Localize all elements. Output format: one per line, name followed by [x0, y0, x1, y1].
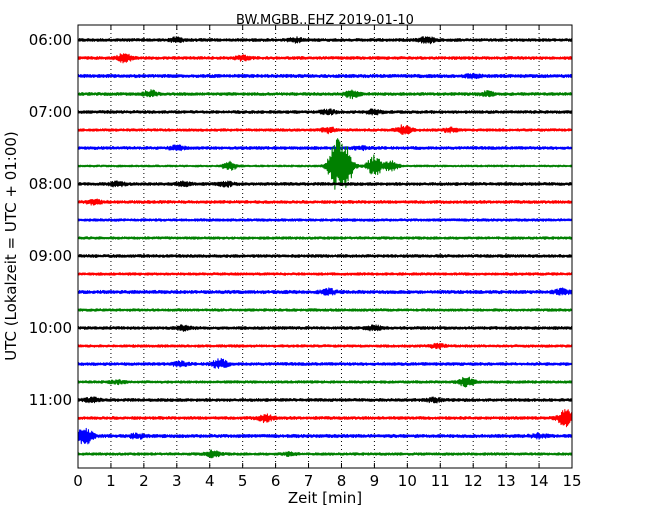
tick-layer: 0 1 2 3 4 5 6 7 8 9 10 11 12 13 14 1506:0007:0008:0009:…: [29, 25, 582, 490]
trace-1015: [77, 342, 573, 350]
y-tick-label-1000: 10:00: [29, 319, 72, 337]
y-axis-label: UTC (Lokalzeit = UTC + 01:00): [2, 131, 20, 361]
trace-layer: [77, 36, 573, 459]
y-tick-label-1100: 11:00: [29, 391, 72, 409]
trace-0615: [77, 53, 573, 64]
x-axis-label: Zeit [min]: [288, 489, 362, 507]
x-tick-label-5: 5: [238, 472, 248, 490]
plot-area: [78, 25, 572, 468]
chart-title: BW.MGBB..EHZ 2019-01-10: [236, 13, 414, 28]
trace-0900: [77, 254, 573, 258]
x-tick-label-2: 2: [139, 472, 149, 490]
x-tick-label-1: 1: [106, 472, 116, 490]
trace-1000: [77, 324, 573, 332]
y-tick-label-0700: 07:00: [29, 103, 72, 121]
plot-frame: [77, 24, 573, 469]
trace-0800: [77, 180, 573, 188]
y-tick-label-0900: 09:00: [29, 247, 72, 265]
trace-0630: [77, 72, 573, 80]
trace-0700: [77, 108, 573, 116]
x-tick-label-0: 0: [73, 472, 83, 490]
trace-1130: [77, 427, 573, 445]
y-tick-label-0600: 06:00: [29, 31, 72, 49]
trace-1030: [77, 357, 573, 369]
trace-0715: [77, 124, 573, 136]
x-tick-label-4: 4: [205, 472, 215, 490]
trace-0645: [77, 89, 573, 100]
trace-0815: [77, 198, 573, 206]
trace-0945: [77, 308, 573, 312]
x-tick-label-13: 13: [497, 472, 516, 490]
x-tick-label-10: 10: [398, 472, 417, 490]
x-tick-label-15: 15: [562, 472, 581, 490]
x-tick-label-11: 11: [431, 472, 450, 490]
x-tick-label-14: 14: [530, 472, 549, 490]
x-tick-label-6: 6: [271, 472, 281, 490]
x-tick-label-7: 7: [304, 472, 314, 490]
trace-0915: [77, 272, 573, 276]
trace-0845: [77, 236, 573, 240]
x-tick-label-3: 3: [172, 472, 182, 490]
trace-0745: [77, 138, 573, 190]
y-tick-label-0800: 08:00: [29, 175, 72, 193]
trace-0600: [77, 36, 573, 45]
trace-0830: [77, 218, 573, 222]
trace-1115: [77, 408, 573, 428]
x-tick-label-12: 12: [464, 472, 483, 490]
trace-0930: [77, 287, 573, 296]
x-tick-label-9: 9: [370, 472, 380, 490]
trace-1045: [77, 376, 573, 388]
trace-1100: [77, 396, 573, 404]
x-tick-label-8: 8: [337, 472, 347, 490]
trace-0730: [77, 144, 573, 152]
trace-1145: [77, 449, 573, 459]
